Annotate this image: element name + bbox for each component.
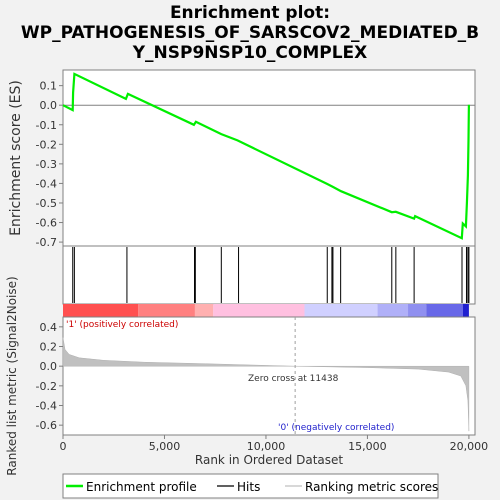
rank-bar-segment bbox=[377, 304, 409, 317]
hit-marks bbox=[72, 247, 470, 303]
metric-tick-label: -0.2 bbox=[36, 380, 57, 393]
zero-cross-label: Zero cross at 11438 bbox=[248, 374, 339, 384]
chart-title-line-1: WP_PATHOGENESIS_OF_SARSCOV2_MEDIATED_B bbox=[21, 23, 479, 43]
x-tick-label: 20,000 bbox=[450, 440, 489, 453]
legend-label: Hits bbox=[237, 480, 260, 494]
metric-y-ticks: 0.4 0.2 0.0 -0.2 -0.4 -0.6 bbox=[36, 321, 63, 432]
es-tick-label: -0.2 bbox=[36, 138, 57, 151]
rank-bar-segment bbox=[408, 304, 427, 317]
es-tick-label: -0.3 bbox=[36, 158, 57, 171]
metric-tick-label: 0.4 bbox=[40, 321, 58, 334]
metric-tick-label: 0.0 bbox=[40, 360, 58, 373]
es-tick-label: 0.1 bbox=[40, 80, 58, 93]
es-tick-label: -0.6 bbox=[36, 217, 57, 230]
rank-bar-segment bbox=[462, 304, 469, 317]
chart-title: Enrichment plot:WP_PATHOGENESIS_OF_SARSC… bbox=[21, 3, 479, 63]
x-tick-label: 0 bbox=[60, 440, 67, 453]
metric-tick-label: -0.6 bbox=[36, 419, 57, 432]
legend bbox=[62, 473, 439, 499]
rank-bar-segment bbox=[213, 304, 305, 317]
rank-bar-segment bbox=[194, 304, 214, 317]
es-tick-label: -0.7 bbox=[36, 236, 57, 249]
enrichment-profile-line bbox=[62, 72, 470, 240]
chart-title-line-2: Y_NSP9NSP10_COMPLEX bbox=[132, 43, 368, 63]
hits-panel bbox=[62, 245, 476, 305]
ranking-metric-area bbox=[62, 337, 470, 432]
legend-label: Ranking metric scores bbox=[305, 480, 438, 494]
es-y-ticks: 0.1 0.0 -0.1 -0.2 -0.3 -0.4 -0.5 -0.6 -0.7 bbox=[36, 80, 63, 249]
metric-tick-label: -0.4 bbox=[36, 400, 57, 413]
es-tick-label: 0.0 bbox=[40, 99, 58, 112]
rank-bar-segment bbox=[426, 304, 463, 317]
metric-panel bbox=[62, 316, 476, 436]
metric-y-axis-label: Ranked list metric (Signal2Noise) bbox=[5, 276, 19, 475]
positive-correlation-label: '1' (positively correlated) bbox=[66, 320, 178, 330]
legend-label: Enrichment profile bbox=[86, 480, 197, 494]
es-panel bbox=[62, 69, 476, 247]
chart-title-line-0: Enrichment plot: bbox=[170, 3, 330, 23]
rank-bar-segment bbox=[138, 304, 195, 317]
x-tick-label: 10,000 bbox=[247, 440, 286, 453]
metric-tick-label: 0.2 bbox=[40, 341, 58, 354]
es-y-axis-label: Enrichment score (ES) bbox=[8, 80, 24, 236]
es-tick-label: -0.1 bbox=[36, 119, 57, 132]
negative-correlation-label: '0' (negatively correlated) bbox=[278, 423, 394, 433]
x-tick-label: 15,000 bbox=[348, 440, 387, 453]
es-tick-label: -0.5 bbox=[36, 197, 57, 210]
es-tick-label: -0.4 bbox=[36, 177, 57, 190]
x-tick-label: 5,000 bbox=[149, 440, 181, 453]
rank-bar-segment bbox=[63, 304, 139, 317]
legend-items: Enrichment profile Hits Ranking metric sco… bbox=[66, 480, 438, 494]
x-axis-label: Rank in Ordered Dataset bbox=[195, 453, 343, 467]
x-ticks: 0 5,000 10,000 15,000 20,000 bbox=[60, 435, 489, 453]
rank-color-bar bbox=[63, 304, 469, 317]
rank-bar-segment bbox=[304, 304, 378, 317]
